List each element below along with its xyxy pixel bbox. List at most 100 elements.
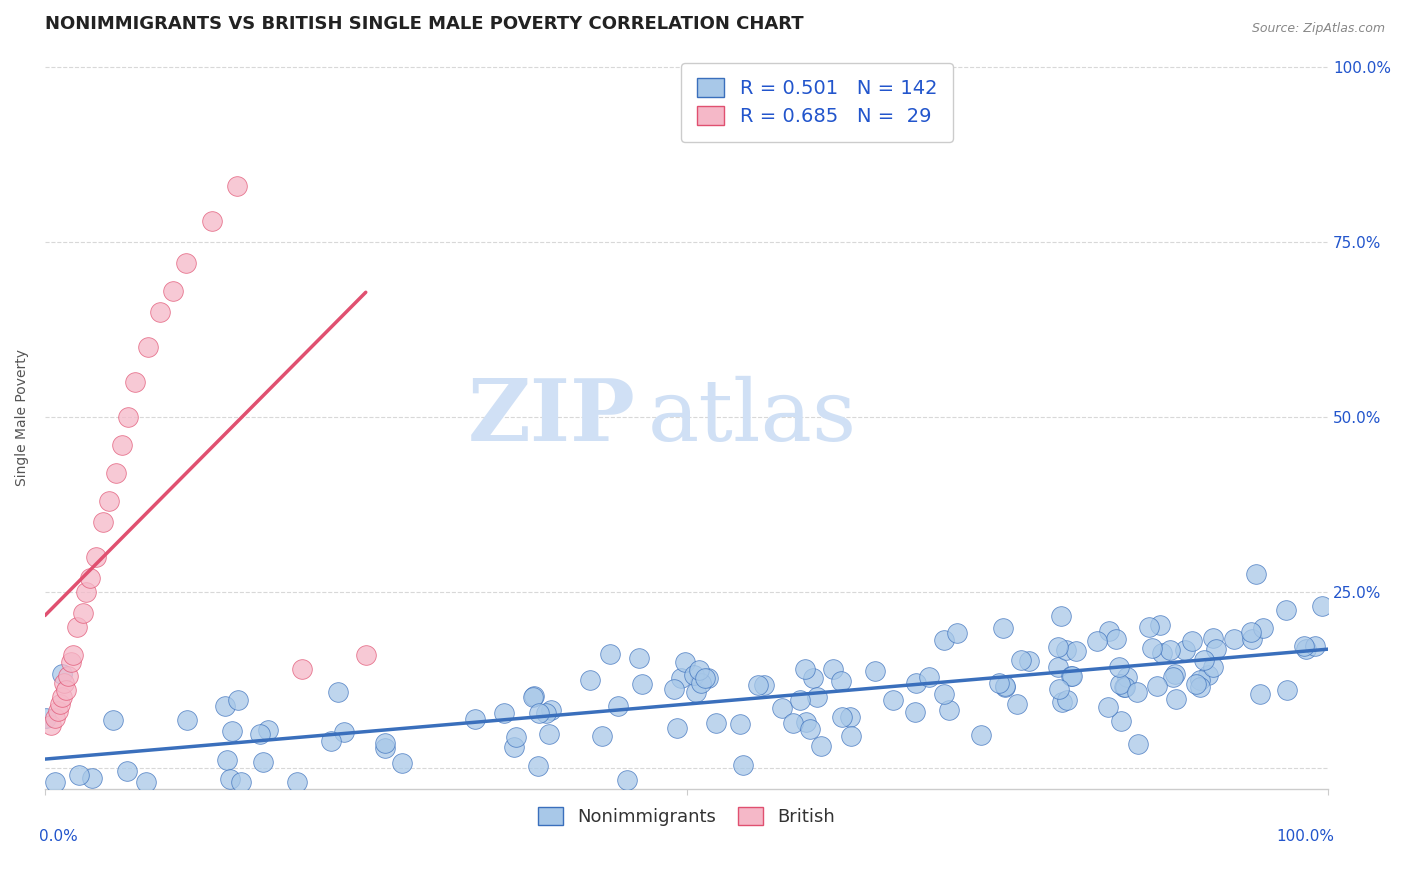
Point [67,768,90,782]
Legend: Nonimmigrants, British: Nonimmigrants, British [529,798,845,835]
Point [831,710,853,724]
Point [1295,641,1317,656]
Point [494,706,516,720]
Point [1146,679,1168,693]
Point [1192,653,1215,667]
Point [1159,642,1181,657]
Point [1251,621,1274,635]
Point [55,683,77,698]
Point [697,671,720,685]
Point [1126,737,1149,751]
Point [162,284,184,298]
Point [1097,699,1119,714]
Point [98,494,121,508]
Point [332,724,354,739]
Point [799,723,821,737]
Point [75,585,97,599]
Point [1274,603,1296,617]
Point [1202,660,1225,674]
Point [66,620,89,634]
Point [752,678,775,692]
Point [523,690,546,704]
Point [1240,624,1263,639]
Point [782,715,804,730]
Point [1064,643,1087,657]
Point [537,727,560,741]
Point [326,685,349,699]
Point [1249,687,1271,701]
Point [62,648,84,663]
Point [830,673,852,688]
Point [905,676,928,690]
Point [219,772,242,787]
Point [104,466,127,480]
Point [231,774,253,789]
Point [215,753,238,767]
Point [1149,618,1171,632]
Text: atlas: atlas [648,376,858,458]
Point [522,690,544,704]
Point [1052,695,1074,709]
Point [630,677,652,691]
Point [669,671,692,685]
Point [374,740,396,755]
Point [1109,677,1132,691]
Point [103,713,125,727]
Point [794,662,817,676]
Point [91,515,114,529]
Point [1047,681,1070,696]
Point [994,680,1017,694]
Point [319,734,342,748]
Point [135,774,157,789]
Point [226,178,249,193]
Point [1114,680,1136,694]
Point [918,670,941,684]
Point [969,728,991,742]
Point [1056,693,1078,707]
Point [1116,670,1139,684]
Point [1054,643,1077,657]
Point [863,665,886,679]
Point [1007,697,1029,711]
Point [56,669,79,683]
Point [1098,624,1121,639]
Point [285,774,308,789]
Point [252,755,274,769]
Point [689,676,711,690]
Point [1150,646,1173,660]
Point [806,690,828,704]
Point [115,764,138,778]
Point [214,698,236,713]
Point [41,718,63,732]
Point [1166,692,1188,706]
Point [685,685,707,699]
Point [695,671,717,685]
Point [117,410,139,425]
Point [249,726,271,740]
Point [1109,714,1132,728]
Text: 0.0%: 0.0% [38,830,77,845]
Point [201,214,224,228]
Point [988,676,1011,690]
Point [599,647,621,661]
Point [591,729,613,743]
Point [174,256,197,270]
Point [838,710,860,724]
Point [540,703,562,717]
Point [1060,669,1083,683]
Point [149,305,172,319]
Point [44,711,66,725]
Point [772,700,794,714]
Point [1114,680,1136,694]
Point [1085,633,1108,648]
Point [354,648,377,663]
Point [662,682,685,697]
Point [534,706,557,720]
Point [1062,669,1084,683]
Point [526,759,548,773]
Point [728,717,751,731]
Point [136,340,159,354]
Point [839,729,862,743]
Point [607,699,630,714]
Text: NONIMMIGRANTS VS BRITISH SINGLE MALE POVERTY CORRELATION CHART: NONIMMIGRANTS VS BRITISH SINGLE MALE POV… [45,15,804,33]
